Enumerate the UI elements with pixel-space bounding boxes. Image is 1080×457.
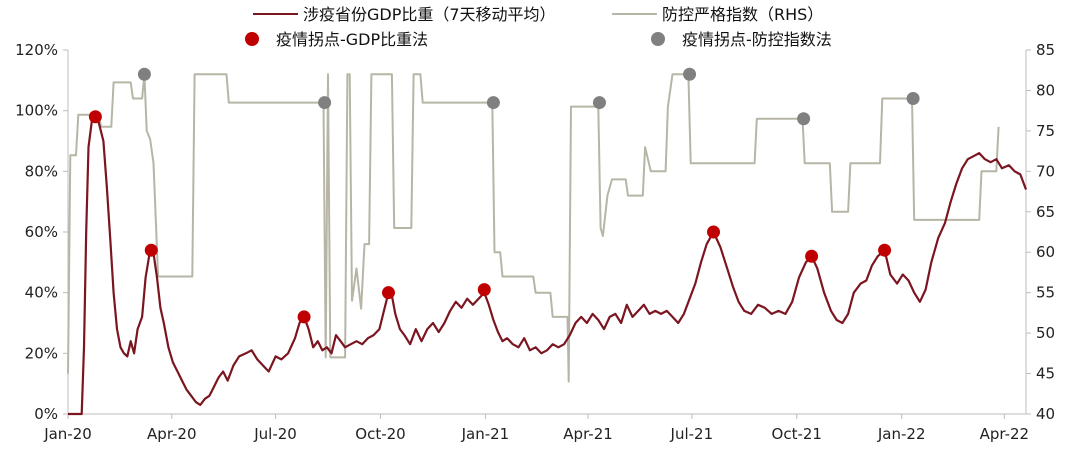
y-left-tick-label: 0% bbox=[34, 405, 58, 423]
y-left-tick-label: 120% bbox=[15, 41, 58, 59]
series-layer bbox=[67, 73, 1028, 416]
y-right-tick-label: 70 bbox=[1036, 162, 1055, 180]
series-line-stringency-index bbox=[67, 73, 1000, 383]
x-tick-label: Apr-21 bbox=[563, 425, 613, 443]
x-tick-label: Jan-21 bbox=[461, 425, 510, 443]
turning-point-gdp-marker bbox=[144, 243, 158, 257]
turning-point-gdp-marker bbox=[878, 243, 892, 257]
turning-point-index-marker bbox=[683, 67, 697, 81]
y-left-tick-label: 40% bbox=[25, 284, 58, 302]
x-tick-label: Jan-22 bbox=[877, 425, 926, 443]
y-left-tick-label: 100% bbox=[15, 102, 58, 120]
legend-dot-index bbox=[651, 32, 665, 46]
y-right-tick-label: 55 bbox=[1036, 284, 1055, 302]
axes: 0% 20% 40% 60% 80% 100% 120% 40 45 50 55 60 65 70 75 80… bbox=[15, 41, 1055, 443]
y-right-tick-label: 65 bbox=[1036, 203, 1055, 221]
series-line-gdp-share bbox=[68, 115, 1028, 416]
y-right-tick-label: 75 bbox=[1036, 122, 1055, 140]
y-right-tick-label: 80 bbox=[1036, 81, 1055, 99]
x-tick-label: Oct-20 bbox=[355, 425, 405, 443]
turning-point-gdp-marker bbox=[477, 283, 491, 297]
y-right-tick-label: 60 bbox=[1036, 243, 1055, 261]
y-right-tick-label: 40 bbox=[1036, 405, 1055, 423]
turning-point-index-marker bbox=[592, 96, 606, 110]
x-tick-label: Oct-21 bbox=[772, 425, 822, 443]
turning-point-gdp-marker bbox=[381, 286, 395, 300]
turning-point-gdp-marker bbox=[297, 310, 311, 324]
turning-point-gdp-marker bbox=[805, 249, 819, 263]
x-tick-label: Apr-22 bbox=[980, 425, 1030, 443]
x-tick-label: Apr-20 bbox=[147, 425, 197, 443]
turning-point-index-marker bbox=[318, 96, 332, 110]
turning-point-index-marker bbox=[797, 112, 811, 126]
legend: 涉疫省份GDP比重（7天移动平均） 防控严格指数（RHS） 疫情拐点-GDP比重… bbox=[245, 5, 832, 49]
y-right-tick-label: 50 bbox=[1036, 324, 1055, 342]
turning-point-gdp-marker bbox=[88, 110, 102, 124]
marker-layer bbox=[88, 67, 920, 324]
legend-label-gdp-turning: 疫情拐点-GDP比重法 bbox=[276, 30, 428, 49]
turning-point-index-marker bbox=[486, 96, 500, 110]
turning-point-index-marker bbox=[137, 67, 151, 81]
y-left-tick-label: 80% bbox=[25, 162, 58, 180]
y-right-tick-label: 85 bbox=[1036, 41, 1055, 59]
y-left-tick-label: 60% bbox=[25, 223, 58, 241]
x-tick-label: Jul-20 bbox=[253, 425, 297, 443]
legend-label-index: 防控严格指数（RHS） bbox=[662, 5, 823, 24]
legend-label-gdp: 涉疫省份GDP比重（7天移动平均） bbox=[303, 5, 556, 24]
x-tick-label: Jul-21 bbox=[670, 425, 714, 443]
x-tick-label: Jan-20 bbox=[43, 425, 92, 443]
turning-point-index-marker bbox=[906, 92, 920, 106]
turning-point-gdp-marker bbox=[707, 225, 721, 239]
y-left-tick-label: 20% bbox=[25, 344, 58, 362]
legend-dot-gdp bbox=[245, 32, 259, 46]
legend-label-index-turning: 疫情拐点-防控指数法 bbox=[682, 30, 832, 49]
y-right-tick-label: 45 bbox=[1036, 365, 1055, 383]
